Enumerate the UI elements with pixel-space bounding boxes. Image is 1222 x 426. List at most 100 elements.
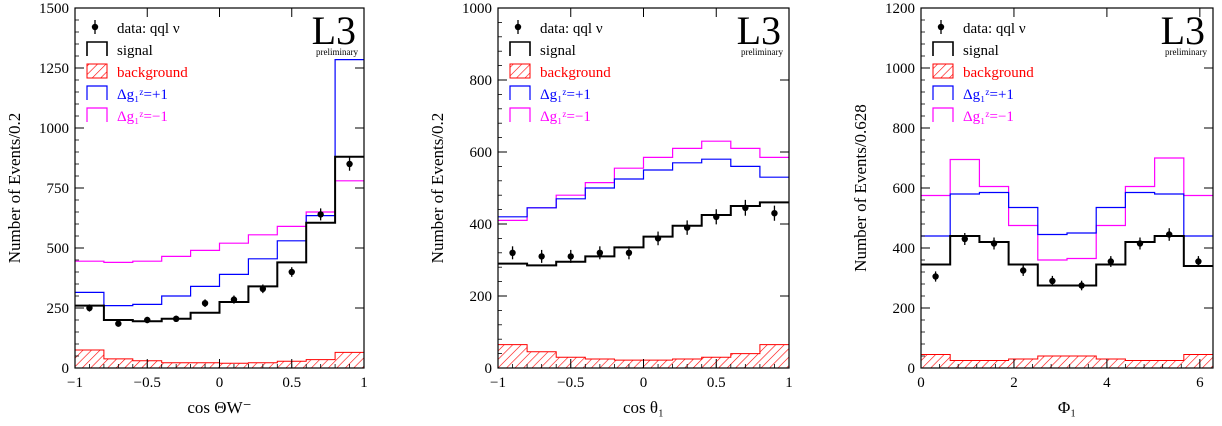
signal-histogram xyxy=(75,155,364,323)
legend-signal-swatch xyxy=(932,41,954,56)
data-point xyxy=(683,224,691,231)
status-label: preliminary xyxy=(316,47,358,57)
x-tick-label: 0 xyxy=(917,375,925,391)
legend-data-marker xyxy=(937,23,945,31)
x-tick-label: 0 xyxy=(216,375,224,391)
y-tick-label: 1250 xyxy=(39,61,69,77)
plot-frame xyxy=(920,7,1214,369)
x-tick-label: 4 xyxy=(1103,375,1111,391)
legend-data-label: data: qql ν xyxy=(963,21,1026,37)
legend-minus-swatch xyxy=(86,107,108,122)
legend-minus-label: Δg₁ᶻ=−1 xyxy=(540,109,591,125)
plot-area xyxy=(921,157,1213,368)
data-point xyxy=(317,211,324,218)
panel-2: −1 −0.5 0 0.5 1 0 200 400 600 800 1000 cos θ₁ Number… xyxy=(428,1,793,417)
legend-plus-swatch xyxy=(932,85,954,100)
data-point xyxy=(86,304,93,312)
plot-frame xyxy=(74,7,365,369)
panel-1: −1 −0.5 0 0.5 1 0 250 500 750 1000 1250 1500 cos ΘW⁻… xyxy=(5,1,368,417)
legend-signal-swatch xyxy=(86,41,108,56)
legend-minus-swatch xyxy=(509,107,531,122)
data-point xyxy=(201,300,209,307)
minus-histogram xyxy=(75,180,364,263)
y-tick-label: 200 xyxy=(470,289,493,305)
x-tick-label: −0.5 xyxy=(557,375,584,391)
legend-minus-label: Δg₁ᶻ=−1 xyxy=(963,109,1014,125)
status-label: preliminary xyxy=(741,47,783,57)
data-point xyxy=(1136,240,1144,247)
y-tick-label: 750 xyxy=(47,181,70,197)
y-tick-label: 600 xyxy=(470,145,493,161)
legend-background-label: background xyxy=(540,65,611,81)
status-label: preliminary xyxy=(1165,47,1207,57)
y-tick-label: 200 xyxy=(893,301,916,317)
legend-plus-label: Δg₁ᶻ=+1 xyxy=(540,87,591,103)
data-point xyxy=(115,320,122,327)
y-tick-label: 1000 xyxy=(462,1,492,17)
x-axis-label: cos ΘW⁻ xyxy=(187,398,251,417)
data-point xyxy=(567,253,574,260)
legend-plus-swatch xyxy=(509,85,531,100)
y-tick-label: 0 xyxy=(908,361,916,377)
data-point xyxy=(1049,277,1056,285)
plot-area xyxy=(498,140,789,368)
legend-data-marker xyxy=(91,23,99,31)
data-point xyxy=(538,253,545,260)
legend-plus-label: Δg₁ᶻ=+1 xyxy=(117,87,168,103)
x-axis-label: cos θ₁ xyxy=(623,398,664,417)
data-point xyxy=(230,296,238,303)
legend-data-label: data: qql ν xyxy=(117,21,180,37)
panel-3: 0 2 4 6 0 200 400 600 800 1000 1200 Φ₁ Number of Eve… xyxy=(851,1,1214,417)
plot-frame xyxy=(497,7,790,369)
x-tick-label: −1 xyxy=(67,375,83,391)
x-tick-label: −0.5 xyxy=(134,375,161,391)
legend-plus-label: Δg₁ᶻ=+1 xyxy=(963,87,1014,103)
data-point xyxy=(713,213,720,220)
data-point xyxy=(1019,267,1027,274)
data-point xyxy=(259,285,267,292)
data-point xyxy=(172,315,180,322)
plus-histogram xyxy=(921,191,1213,237)
data-point xyxy=(742,204,749,211)
plot-area xyxy=(75,59,364,368)
data-point xyxy=(1195,258,1202,265)
legend-signal-label: signal xyxy=(117,43,153,59)
data-point xyxy=(509,249,516,256)
data-point xyxy=(990,240,998,247)
experiment-label: L3 xyxy=(1161,8,1205,53)
y-tick-label: 600 xyxy=(893,181,916,197)
data-point xyxy=(654,235,662,242)
minus-histogram xyxy=(921,157,1213,261)
y-tick-label: 1000 xyxy=(885,61,915,77)
y-axis-label: Number of Events/0.2 xyxy=(5,113,24,264)
legend-minus-swatch xyxy=(932,107,954,122)
legend-signal-label: signal xyxy=(963,43,999,59)
legend-minus-label: Δg₁ᶻ=−1 xyxy=(117,109,168,125)
x-tick-label: 1 xyxy=(785,375,793,391)
background-histogram xyxy=(921,354,1213,368)
legend-data-label: data: qql ν xyxy=(540,21,603,37)
x-tick-label: 0.5 xyxy=(282,375,301,391)
x-tick-label: 6 xyxy=(1196,375,1204,391)
y-tick-label: 1000 xyxy=(39,121,69,137)
data-point xyxy=(144,316,151,324)
y-axis-label: Number of Events/0.2 xyxy=(428,113,447,264)
data-point xyxy=(625,249,633,256)
x-axis-label: Φ₁ xyxy=(1058,398,1076,417)
y-tick-label: 500 xyxy=(47,241,70,257)
legend-background-label: background xyxy=(117,65,188,81)
x-tick-label: 2 xyxy=(1010,375,1018,391)
data-point xyxy=(961,235,968,243)
data-point xyxy=(771,210,778,217)
signal-histogram xyxy=(921,235,1213,287)
y-tick-label: 1200 xyxy=(885,1,915,17)
y-tick-label: 800 xyxy=(893,121,916,137)
y-tick-label: 400 xyxy=(893,241,916,257)
data-point xyxy=(1107,258,1115,265)
y-tick-label: 250 xyxy=(47,301,70,317)
x-tick-label: 0.5 xyxy=(707,375,726,391)
plus-histogram xyxy=(498,158,789,218)
y-axis-label: Number of Events/0.628 xyxy=(851,104,870,272)
